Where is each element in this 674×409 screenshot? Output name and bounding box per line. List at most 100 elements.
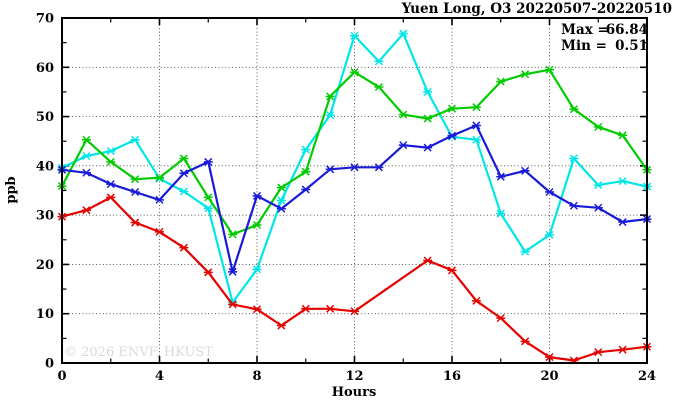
marker-cyan-series-h10 xyxy=(301,145,311,154)
marker-blue-series-h14 xyxy=(398,141,408,150)
marker-green-series-h3 xyxy=(130,175,140,184)
marker-green-series-h4 xyxy=(155,173,164,182)
y-tick-label-50: 50 xyxy=(36,110,54,125)
marker-red-series-h5 xyxy=(179,243,189,252)
marker-green-series-h15 xyxy=(423,114,433,123)
marker-blue-series-h23 xyxy=(618,218,628,227)
marker-red-series-h3 xyxy=(130,218,140,227)
marker-cyan-series-h21 xyxy=(569,154,579,163)
marker-cyan-series-h5 xyxy=(179,187,189,196)
marker-green-series-h8 xyxy=(252,220,262,230)
marker-blue-series-h18 xyxy=(496,172,506,181)
marker-blue-series-h6 xyxy=(203,157,213,166)
marker-cyan-series-h2 xyxy=(106,147,116,156)
marker-cyan-series-h6 xyxy=(203,204,213,213)
marker-green-series-h11 xyxy=(325,92,335,101)
marker-cyan-series-h23 xyxy=(618,177,628,186)
marker-blue-series-h19 xyxy=(520,166,530,175)
marker-cyan-series-h22 xyxy=(593,181,603,190)
marker-blue-series-h2 xyxy=(106,180,116,189)
marker-green-series-h20 xyxy=(545,65,554,74)
marker-red-series-h6 xyxy=(203,268,213,277)
marker-green-series-h12 xyxy=(350,68,359,77)
max-annotation-value: 66.84 xyxy=(606,22,648,38)
x-tick-label-20: 20 xyxy=(540,369,558,384)
y-tick-label-60: 60 xyxy=(36,61,54,76)
x-tick-label-24: 24 xyxy=(638,369,656,384)
marker-blue-series-h3 xyxy=(130,187,140,197)
series-line-red-series xyxy=(61,196,648,362)
x-tick-label-4: 4 xyxy=(155,369,164,384)
marker-blue-series-h9 xyxy=(276,204,286,213)
marker-cyan-series-h18 xyxy=(496,209,506,218)
marker-green-series-h1 xyxy=(81,135,91,144)
marker-red-series-h9 xyxy=(276,321,286,330)
marker-blue-series-h1 xyxy=(81,168,91,177)
marker-blue-series-h22 xyxy=(593,203,603,212)
min-annotation-label: Min = xyxy=(561,38,607,54)
marker-red-series-h15 xyxy=(423,256,433,265)
marker-green-series-h17 xyxy=(471,103,481,112)
y-tick-label-40: 40 xyxy=(36,159,54,174)
marker-blue-series-h5 xyxy=(179,169,189,178)
marker-cyan-series-h20 xyxy=(545,230,554,239)
marker-green-series-h2 xyxy=(106,157,116,166)
marker-red-series-h22 xyxy=(593,348,603,357)
marker-red-series-h17 xyxy=(471,296,481,305)
marker-blue-series-h15 xyxy=(423,143,433,152)
marker-red-series-h12 xyxy=(350,307,359,316)
x-tick-label-0: 0 xyxy=(57,369,66,384)
plot-frame xyxy=(61,17,648,364)
x-axis-title: Hours xyxy=(332,385,377,400)
marker-green-series-h16 xyxy=(447,104,457,113)
marker-red-series-h2 xyxy=(106,193,116,202)
marker-cyan-series-h8 xyxy=(252,265,262,274)
marker-cyan-series-h12 xyxy=(350,31,359,40)
marker-cyan-series-h3 xyxy=(130,135,140,144)
marker-red-series-h16 xyxy=(447,266,457,275)
min-annotation-value: 0.51 xyxy=(615,38,648,54)
marker-cyan-series-h19 xyxy=(520,247,530,256)
plot-area: 0 10 20 30 40 50 60 70 0 4 8 12 16 20 24 xyxy=(36,12,656,385)
marker-cyan-series-h11 xyxy=(325,111,335,120)
marker-blue-series-h7 xyxy=(228,267,238,276)
marker-blue-series-h12 xyxy=(350,163,359,172)
marker-green-series-h18 xyxy=(496,77,506,86)
marker-red-series-h19 xyxy=(520,337,530,346)
y-tick-label-70: 70 xyxy=(36,12,54,27)
x-tick-label-16: 16 xyxy=(443,369,461,384)
marker-red-series-h4 xyxy=(155,227,164,236)
marker-red-series-h18 xyxy=(496,314,506,323)
y-tick-label-10: 10 xyxy=(36,307,54,322)
marker-blue-series-h17 xyxy=(471,121,481,130)
marker-blue-series-h21 xyxy=(569,201,579,210)
marker-blue-series-h11 xyxy=(325,165,335,174)
chart-title: Yuen Long, O3 20220507-20220510 xyxy=(401,1,672,17)
marker-blue-series-h20 xyxy=(545,187,554,197)
marker-green-series-h19 xyxy=(520,70,530,79)
marker-green-series-h21 xyxy=(569,105,579,114)
max-annotation-label: Max = xyxy=(561,22,609,38)
marker-cyan-series-h1 xyxy=(81,151,91,161)
marker-cyan-series-h13 xyxy=(374,57,384,66)
marker-green-series-h6 xyxy=(203,193,213,202)
marker-red-series-h11 xyxy=(325,304,335,313)
marker-red-series-h1 xyxy=(81,206,91,215)
marker-blue-series-h10 xyxy=(301,185,311,194)
y-axis-title: ppb xyxy=(4,176,19,203)
marker-green-series-h9 xyxy=(276,183,286,192)
marker-blue-series-h8 xyxy=(252,191,262,200)
watermark: © 2026 ENVF, HKUST xyxy=(64,345,213,360)
marker-blue-series-h16 xyxy=(447,131,457,140)
marker-green-series-h14 xyxy=(398,110,408,119)
marker-green-series-h10 xyxy=(301,167,311,176)
marker-red-series-h7 xyxy=(228,300,238,309)
marker-cyan-series-h14 xyxy=(398,29,408,38)
marker-green-series-h22 xyxy=(593,122,603,131)
marker-green-series-h7 xyxy=(228,230,238,239)
y-tick-label-0: 0 xyxy=(45,357,54,372)
x-tick-label-8: 8 xyxy=(252,369,261,384)
marker-cyan-series-h15 xyxy=(423,87,433,96)
marker-blue-series-h4 xyxy=(155,195,164,204)
